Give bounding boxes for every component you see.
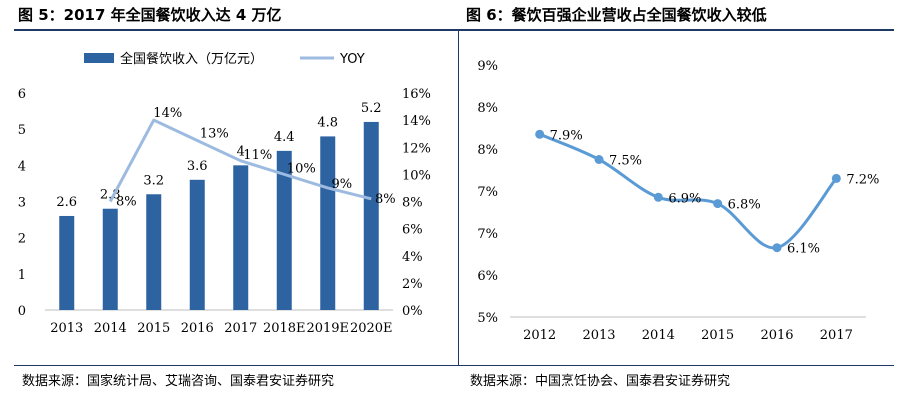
data-value-label: 7.9%: [550, 128, 583, 143]
yoy-value-label: 8%: [375, 192, 396, 207]
y2-tick-label: 0%: [402, 304, 423, 319]
bar: [320, 136, 336, 310]
data-point: [772, 243, 782, 253]
y-tick-label: 2: [18, 232, 26, 247]
legend-label-bars: 全国餐饮收入（万亿元）: [120, 51, 263, 67]
y-tick-label: 1: [18, 268, 26, 283]
x-tick-label: 2016: [760, 328, 793, 343]
yoy-value-label: 14%: [153, 106, 182, 121]
y-tick-label: 7%: [477, 185, 498, 200]
data-value-label: 6.9%: [668, 191, 701, 206]
y-tick-label: 6%: [477, 269, 498, 284]
x-tick-label: 2014: [94, 321, 127, 336]
y-tick-label: 8%: [477, 143, 498, 158]
y-tick-label: 8%: [477, 101, 498, 116]
top-rule: [14, 29, 894, 31]
bar-value-label: 5.2: [361, 101, 382, 116]
x-tick-label: 2019E: [306, 321, 349, 336]
x-tick-label: 2015: [137, 321, 170, 336]
data-value-label: 7.2%: [846, 172, 879, 187]
y-tick-label: 7%: [477, 227, 498, 242]
x-tick-label: 2017: [820, 328, 853, 343]
left-chart-title: 图 5：2017 年全国餐饮收入达 4 万亿: [18, 6, 282, 24]
x-tick-label: 2014: [642, 328, 675, 343]
x-tick-label: 2013: [582, 328, 615, 343]
legend-label-yoy: YOY: [339, 52, 365, 67]
data-point: [713, 199, 723, 209]
right-chart: 5% 6% 7% 7% 8% 8% 9% 7.9% 2012 7.5% 2013 6.9% 2014 6.…: [477, 59, 879, 343]
yoy-value-label: 10%: [287, 161, 316, 176]
bar: [276, 150, 292, 310]
yoy-series-line: [108, 118, 372, 203]
yoy-value-label: 11%: [243, 148, 272, 163]
left-chart: 全国餐饮收入（万亿元） YOY 0 1 2 3 4 5 6 0% 2% 4% 6% 8% 10% 12% 14%…: [18, 51, 431, 336]
x-tick-label: 2015: [701, 328, 734, 343]
data-point: [535, 129, 545, 139]
y2-tick-label: 10%: [402, 168, 431, 183]
bottom-rule: [14, 365, 894, 366]
y2-tick-label: 8%: [402, 196, 423, 211]
bar-value-label: 4.8: [317, 115, 338, 130]
right-chart-title: 图 6：餐饮百强企业营收占全国餐饮收入较低: [466, 6, 767, 24]
y2-tick-label: 12%: [402, 141, 431, 156]
bar: [363, 121, 379, 310]
bar: [189, 179, 205, 310]
yoy-value-label: 9%: [331, 177, 352, 192]
y-tick-label: 5%: [477, 311, 498, 326]
bar: [146, 194, 162, 310]
y-tick-label: 5: [18, 123, 26, 138]
y2-tick-label: 14%: [402, 114, 431, 129]
left-source-note: 数据来源：国家统计局、艾瑞咨询、国泰君安证券研究: [22, 374, 335, 389]
bar-value-label: 3.6: [187, 159, 208, 174]
bar: [233, 165, 249, 310]
x-tick-label: 2016: [181, 321, 214, 336]
x-tick-label: 2013: [50, 321, 83, 336]
data-value-label: 7.5%: [609, 154, 642, 169]
x-tick-label: 2012: [523, 328, 556, 343]
y2-tick-label: 4%: [402, 250, 423, 265]
right-source-note: 数据来源：中国烹饪协会、国泰君安证券研究: [470, 374, 731, 389]
bar-value-label: 3.2: [143, 173, 164, 188]
y-tick-label: 9%: [477, 59, 498, 74]
y2-tick-label: 16%: [402, 87, 431, 102]
y-tick-label: 6: [18, 87, 26, 102]
y-tick-label: 0: [18, 304, 26, 319]
bar: [102, 208, 118, 310]
bar-value-label: 4.4: [274, 130, 295, 145]
bar-value-label: 2.6: [56, 195, 77, 210]
bar: [59, 215, 75, 310]
y-tick-label: 3: [18, 196, 26, 211]
y-tick-label: 4: [18, 159, 26, 174]
data-point: [831, 173, 841, 183]
yoy-value-label: 13%: [200, 126, 229, 141]
x-tick-label: 2018E: [263, 321, 306, 336]
data-point: [653, 192, 663, 202]
x-tick-label: 2017: [224, 321, 257, 336]
yoy-value-label: 8%: [116, 195, 137, 210]
data-point: [594, 155, 604, 164]
y2-tick-label: 2%: [402, 277, 423, 292]
x-tick-label: 2020E: [350, 321, 393, 336]
panel-divider: [458, 30, 459, 365]
data-value-label: 6.1%: [787, 242, 820, 257]
y2-tick-label: 6%: [402, 223, 423, 238]
legend-swatch-bars: [84, 53, 114, 63]
data-value-label: 6.8%: [728, 198, 761, 213]
bar-value-label: 4: [237, 144, 245, 159]
